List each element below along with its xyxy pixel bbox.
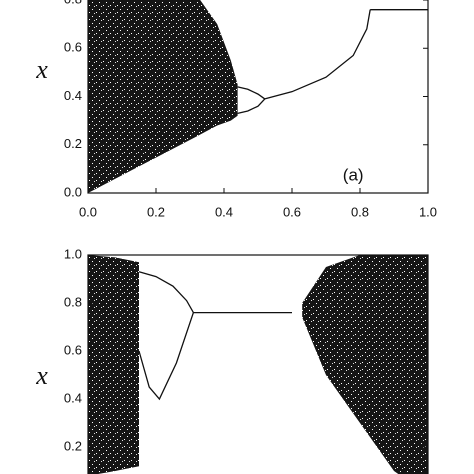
plot-frame (87, 254, 429, 474)
y-tick-label: 0.2 (64, 136, 82, 151)
x-tick-label: 0.6 (283, 204, 301, 219)
chaotic-band (302, 255, 428, 474)
y-axis-label: x (35, 55, 48, 84)
y-tick-label: 0.0 (64, 184, 82, 199)
y-tick-label: 0.8 (64, 294, 82, 309)
y-tick-label: 0.6 (64, 40, 82, 55)
branch (138, 312, 195, 401)
y-tick-label: 0.6 (64, 342, 82, 357)
panel-label: (a) (343, 166, 364, 185)
y-tick-label: 0.2 (64, 438, 82, 453)
y-axis-label: x (35, 361, 48, 390)
branch (138, 271, 194, 313)
y-tick-label: 0.4 (64, 390, 82, 405)
plot-frame (87, 0, 429, 194)
y-tick-label: 0.4 (64, 88, 82, 103)
chaotic-band (88, 255, 139, 474)
y-tick-label: 0.8 (64, 0, 82, 6)
x-tick-label: 0.2 (147, 204, 165, 219)
branch (264, 9, 371, 100)
chaotic-band (88, 0, 238, 193)
x-tick-label: 0.0 (79, 204, 97, 219)
x-tick-label: 0.4 (215, 204, 233, 219)
y-tick-label: 1.0 (64, 246, 82, 261)
x-tick-label: 0.8 (351, 204, 369, 219)
branch (237, 86, 266, 100)
branch (237, 98, 266, 115)
x-tick-label: 1.0 (419, 204, 437, 219)
